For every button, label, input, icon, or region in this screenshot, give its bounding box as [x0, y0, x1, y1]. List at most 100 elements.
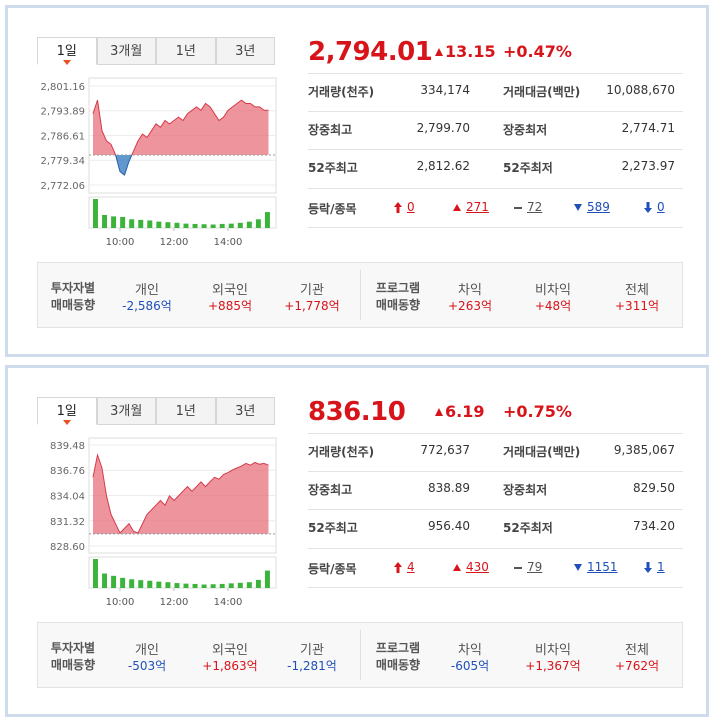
row-line — [308, 111, 683, 112]
breadth-count[interactable]: 79 — [527, 560, 543, 574]
triangle-up — [453, 564, 461, 571]
breadth-icon — [574, 564, 582, 571]
volume-bar — [246, 221, 252, 228]
breadth-icon — [394, 202, 402, 213]
volume-bar — [165, 582, 171, 588]
stat-label: 52주최고 — [308, 521, 358, 535]
investor-value: -605억 — [450, 659, 490, 673]
volume-bar — [201, 584, 207, 588]
area-up — [93, 100, 269, 156]
period-tab[interactable]: 3년 — [215, 397, 275, 425]
volume-bar — [255, 219, 261, 228]
investor-name: 비차익 — [535, 283, 571, 298]
stat-value: 734.20 — [633, 519, 675, 533]
volume-bar — [219, 223, 225, 228]
period-tab[interactable]: 1년 — [156, 37, 216, 65]
investor-name: 외국인 — [212, 643, 248, 658]
breadth-count[interactable]: 4 — [407, 560, 415, 574]
investor-value: +1,863억 — [202, 659, 258, 673]
breadth-icon — [514, 207, 522, 209]
stat-label: 52주최저 — [503, 161, 553, 175]
volume-bar — [192, 223, 198, 228]
investor-name: 외국인 — [212, 283, 248, 298]
breadth-label: 등락/종목 — [308, 202, 357, 216]
group-title: 매매동향 — [50, 298, 96, 312]
volume-bar — [147, 220, 153, 228]
group-title: 프로그램 — [375, 281, 421, 295]
breadth-icon — [514, 567, 522, 569]
y-tick-label: 2,786.61 — [40, 131, 85, 142]
investor-name: 전체 — [625, 643, 649, 658]
group-title: 투자자별 — [50, 281, 96, 295]
breadth-count[interactable]: 0 — [407, 200, 415, 214]
dash — [514, 567, 522, 569]
breadth-count[interactable]: 430 — [466, 560, 489, 574]
row-line — [308, 73, 683, 74]
volume-bar — [174, 222, 180, 228]
volume-bar — [120, 216, 126, 228]
stat-label: 장중최고 — [308, 483, 353, 497]
index-panel: 1일 3개월 1년 3년 839.48 836.76 834.04 831.32 828.60 1… — [5, 365, 709, 717]
tab-marker — [63, 60, 71, 65]
breadth-icon — [453, 564, 461, 571]
stat-value: 10,088,670 — [606, 83, 675, 97]
period-tab[interactable]: 3개월 — [96, 37, 156, 65]
volume-bar — [237, 222, 243, 228]
y-tick-label: 2,779.34 — [40, 156, 85, 167]
volume-bar — [147, 580, 153, 588]
breadth-icon — [574, 204, 582, 211]
period-tab[interactable]: 1년 — [156, 397, 216, 425]
area-up — [93, 455, 269, 534]
stat-label: 52주최고 — [308, 161, 358, 175]
volume-bar — [120, 577, 126, 588]
breadth-icon — [453, 204, 461, 211]
group-title: 투자자별 — [50, 641, 96, 655]
x-tick-label: 14:00 — [214, 597, 243, 608]
volume-bar — [228, 223, 234, 228]
up-triangle — [435, 408, 443, 416]
breadth-count[interactable]: 1151 — [587, 560, 618, 574]
volume-bar — [111, 575, 117, 588]
breadth-count[interactable]: 271 — [466, 200, 489, 214]
investor-value: +263억 — [448, 299, 492, 313]
row-line — [308, 471, 683, 472]
stat-value: 2,273.97 — [621, 159, 675, 173]
volume-bar — [264, 212, 270, 228]
stat-value: 772,637 — [420, 443, 470, 457]
volume-bar — [237, 582, 243, 588]
breadth-count[interactable]: 1 — [657, 560, 665, 574]
y-tick-label: 836.76 — [50, 466, 85, 477]
index-change: 6.19 — [445, 402, 485, 421]
breadth-icon — [394, 562, 402, 573]
stat-label: 장중최저 — [503, 123, 548, 137]
period-tab[interactable]: 3년 — [215, 37, 275, 65]
group-title: 매매동향 — [50, 658, 96, 672]
up-triangle — [435, 48, 443, 56]
breadth-icon — [644, 202, 652, 213]
price-line-down — [115, 155, 133, 176]
breadth-count[interactable]: 72 — [527, 200, 543, 214]
index-change-pct: +0.75% — [503, 402, 572, 421]
stat-value: 2,812.62 — [416, 159, 470, 173]
investor-value: +48억 — [534, 299, 572, 313]
arrow-down — [644, 562, 652, 573]
stat-value: 334,174 — [420, 83, 470, 97]
breadth-count[interactable]: 0 — [657, 200, 665, 214]
x-tick-label: 14:00 — [214, 237, 243, 248]
triangle-down — [574, 204, 582, 211]
stat-value: 956.40 — [428, 519, 470, 533]
period-tab[interactable]: 3개월 — [96, 397, 156, 425]
group-title: 매매동향 — [375, 658, 421, 672]
index-price: 2,794.01 — [308, 37, 433, 67]
investor-value: -503억 — [127, 659, 167, 673]
mini-chart: 839.48 836.76 834.04 831.32 828.60 10:00 12:00… — [50, 437, 277, 608]
y-tick-label: 2,772.06 — [40, 181, 85, 192]
investor-name: 개인 — [135, 283, 159, 298]
triangle-down — [574, 564, 582, 571]
breadth-count[interactable]: 589 — [587, 200, 610, 214]
box-divider — [360, 630, 361, 680]
volume-bar — [210, 224, 216, 228]
stat-label: 장중최고 — [308, 123, 353, 137]
group-title: 프로그램 — [375, 641, 421, 655]
stat-value: 2,774.71 — [621, 121, 675, 135]
